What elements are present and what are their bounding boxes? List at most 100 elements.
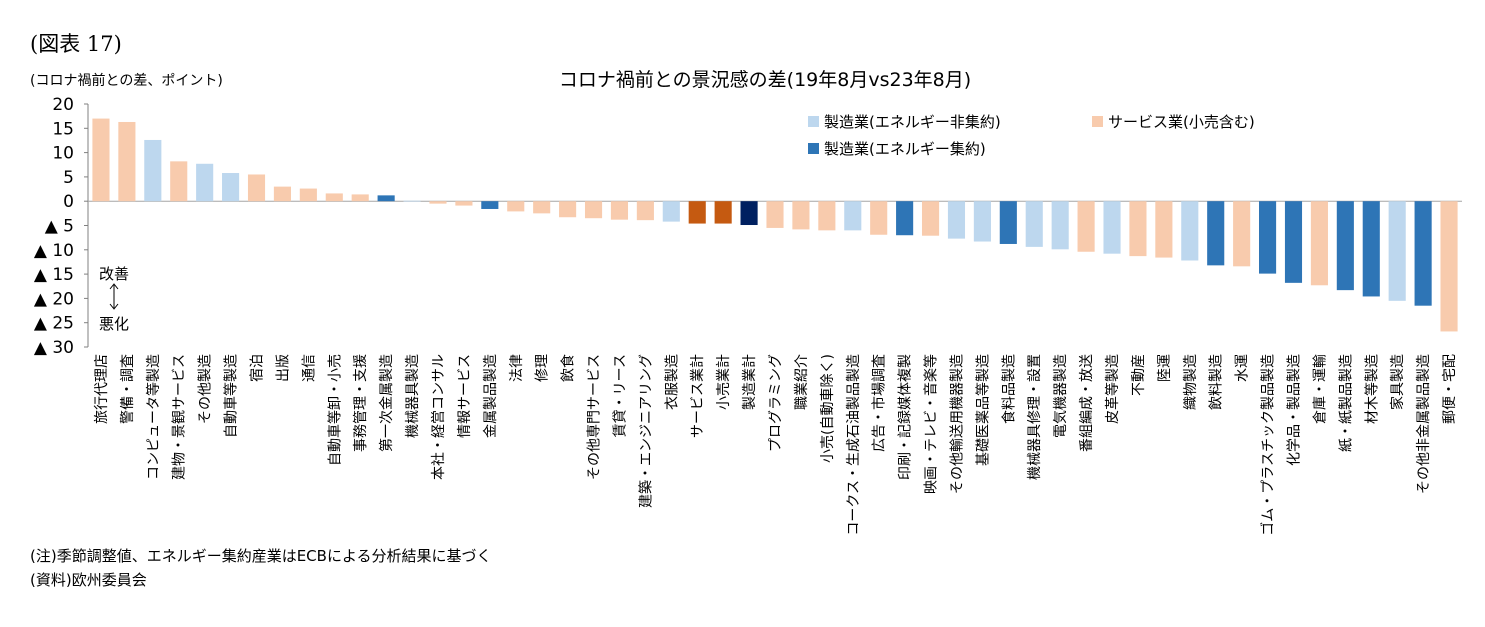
bar [584,201,603,219]
category-label: 職業紹介 [794,354,810,410]
bar [636,201,654,221]
category-label: コークス・生成石油製品製造 [846,354,862,536]
category-label: 警備・調査 [120,354,136,424]
category-label: 情報サービス [457,354,473,438]
bar [714,201,732,224]
category-label: 飲食 [560,354,577,382]
annotation-improve: 改善 [99,265,129,283]
y-axis-label: (コロナ禍前との差、ポイント) [30,72,223,89]
bar [429,201,447,204]
category-label: 基礎医薬品等製造 [974,354,991,466]
bar [247,174,266,202]
bar [740,201,758,226]
bar [1388,201,1406,301]
bar [377,195,395,202]
annotation-arrow-down-head [109,303,119,310]
bar [92,118,110,202]
category-label: 不動産 [1131,354,1147,396]
bar [222,173,240,202]
bar [196,163,214,202]
bar [144,139,162,202]
category-label: 自動車等卸・小売 [326,354,343,466]
category-label: 宿泊 [249,354,266,382]
legend-label: 製造業(エネルギー非集約) [824,113,1001,131]
bar [947,201,966,239]
category-label: 事務管理・支援 [353,354,369,452]
legend-swatch [808,116,819,127]
bar [1207,201,1225,266]
y-tick-label: 0 [63,192,74,212]
bar [1284,201,1303,283]
annotation-arrow-up-head [109,283,119,290]
annotation-worsen: 悪化 [99,315,129,333]
category-label: 陸運 [1157,354,1173,382]
category-label: 化学品・製品製造 [1286,354,1302,466]
category-label: 織物製造 [1183,354,1199,410]
category-label: 食料品製造 [1000,354,1017,424]
bar [921,201,940,236]
bar [1362,201,1380,297]
source-note: (資料)欧州委員会 [30,571,147,589]
bar [507,201,525,212]
category-label: 第一次金属製造 [378,354,395,452]
legend-swatch [1092,116,1103,127]
figure-label: (図表 17) [30,32,122,56]
y-tick-label: ▲ 30 [34,338,74,358]
bar [273,186,291,202]
category-label: 金属製品製造 [483,354,499,438]
bar [688,201,706,224]
y-tick-label: ▲ 5 [45,217,74,237]
bar [559,201,577,218]
bar [610,201,629,220]
y-tick-label: 5 [63,168,74,188]
category-label: 水運 [1235,354,1251,382]
plot-area: 20 15 10 5 0 ▲ 5 ▲ 10 ▲ 15 ▲ 20 ▲ 25 ▲ 30 旅行代理店 警備・調… [34,95,1462,536]
footnote: (注)季節調整値、エネルギー集約産業はECBによる分析結果に基づく [30,547,492,565]
bar [325,193,343,202]
category-label: 紙・紙製品製造 [1338,354,1354,452]
legend-swatch [808,143,819,154]
bar [870,201,888,235]
category-label: その他製造 [198,354,214,424]
bar [299,188,317,202]
category-label: 建物・景観サービス [171,354,188,480]
bar [1414,201,1432,306]
y-tick-label: 15 [52,119,74,139]
category-label: その他輸送用機器製造 [949,354,965,494]
bar [533,201,551,214]
category-label: 自動車等製造 [223,354,240,438]
bar [1259,201,1277,274]
category-label: 旅行代理店 [94,354,110,424]
bar [403,200,421,202]
category-label: プログラミング [768,354,784,452]
bar [1155,201,1173,258]
bar [1181,201,1199,261]
bar [118,121,136,202]
y-tick-label: ▲ 10 [34,241,74,261]
bar [818,201,836,231]
category-label: 建築・エンジニアリング [638,354,654,508]
bar [351,194,369,202]
category-label: 法律 [509,354,525,382]
category-label: 電気機器製造 [1053,354,1069,438]
bar [896,201,914,236]
bar [844,201,862,231]
y-tick-label: ▲ 25 [34,314,74,334]
bar [1077,201,1095,252]
category-label: 小売(自動車除く) [819,354,836,463]
category-label: 倉庫・運輸 [1311,354,1328,424]
bar [1103,201,1121,254]
category-label: サービス業計 [690,354,706,438]
category-label: 製造業計 [742,354,758,410]
bar [1051,201,1069,250]
bar [1336,201,1354,291]
category-label: 映画・テレビ・音楽等 [923,354,940,494]
category-label: 材木等製造 [1363,354,1380,424]
category-label: その他専門サービス [587,354,603,480]
bar [999,201,1017,244]
category-label: 本社・経営コンサル [431,354,447,480]
category-label: 印刷・記録媒体複製 [897,354,914,480]
category-label: 小売業計 [716,354,732,410]
bar [481,201,499,209]
